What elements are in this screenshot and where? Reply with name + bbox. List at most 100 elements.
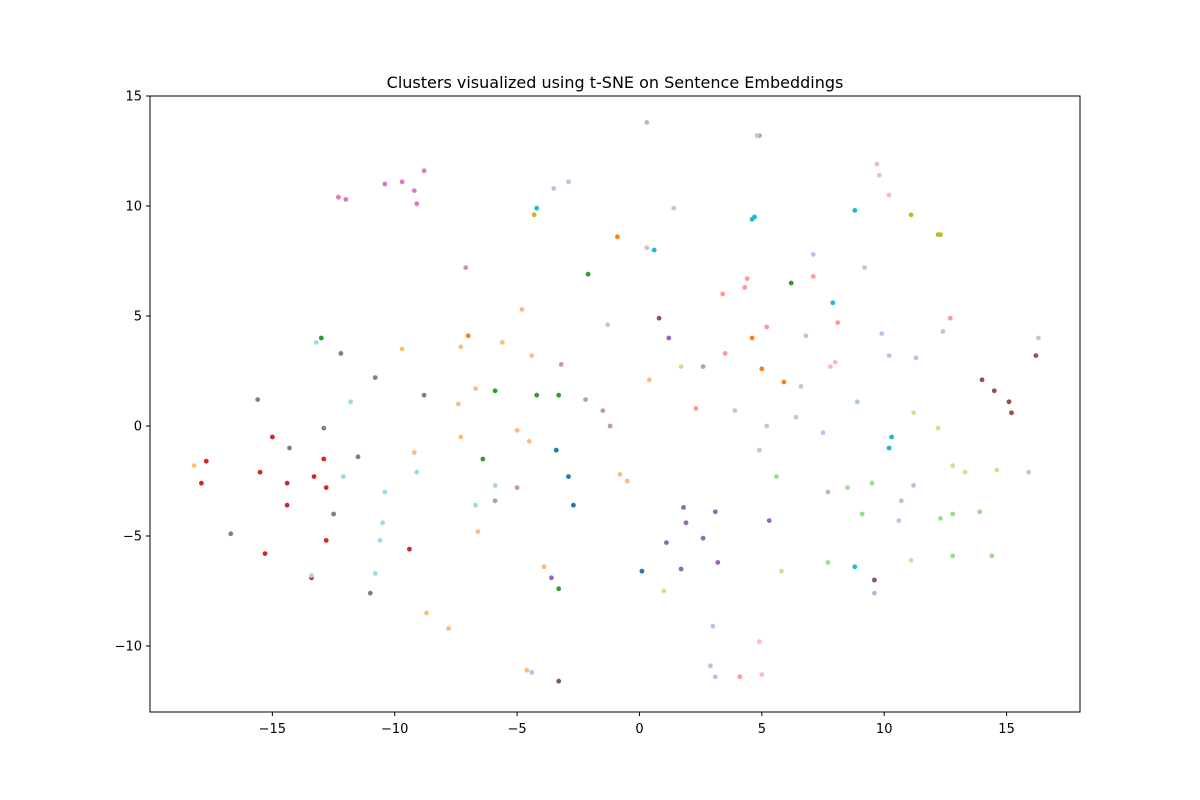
data-point [551,186,557,191]
data-point [845,485,850,490]
data-point [886,192,892,198]
data-point [825,560,831,565]
data-point [382,181,388,187]
data-point [1009,410,1014,416]
data-point [994,467,1000,473]
data-point [284,502,290,508]
data-point [529,353,535,358]
y-tick-label: −5 [123,530,142,545]
data-point [712,674,718,680]
data-point [835,320,841,325]
data-point [977,509,983,515]
data-points [191,120,1041,684]
data-point [615,234,620,240]
data-point [911,483,916,488]
data-point [526,439,532,444]
data-point [338,351,344,356]
data-point [372,375,378,380]
data-point [869,480,875,486]
data-point [908,557,914,563]
data-point [872,590,877,596]
x-tick-label: −15 [259,722,286,737]
data-point [531,212,537,218]
data-point [458,344,464,350]
data-point [651,247,657,253]
data-point [314,340,319,345]
data-point [678,364,684,369]
x-tick-label: 0 [635,722,643,737]
data-point [908,212,914,218]
data-point [991,388,997,394]
data-point [940,329,946,334]
data-point [309,573,314,578]
data-point [644,245,650,251]
data-point [886,353,892,358]
data-point [644,120,650,125]
data-point [950,463,956,468]
data-point [852,208,858,213]
data-point [693,406,699,411]
data-point [311,474,317,479]
data-point [742,285,748,290]
data-point [343,197,349,202]
data-point [492,388,498,394]
data-point [788,280,794,286]
data-point [754,133,760,139]
data-point [798,384,804,389]
data-point [737,674,743,680]
data-point [566,474,571,479]
data-point [585,271,591,277]
x-tick-label: 10 [876,722,893,737]
data-point [262,551,268,556]
data-point [793,414,799,420]
data-point [879,331,885,336]
data-point [710,623,716,629]
data-point [270,434,275,440]
data-point [556,586,562,592]
data-point [424,610,429,616]
data-point [962,469,968,475]
data-point [1033,353,1039,358]
data-point [553,447,559,453]
y-tick-label: 10 [125,200,142,215]
data-point [514,428,520,433]
data-point [950,553,956,559]
data-point [938,516,943,521]
data-point [774,474,779,479]
data-point [399,179,405,185]
data-point [664,540,669,545]
data-point [414,201,420,207]
data-point [380,520,385,526]
data-point [556,392,562,398]
data-point [683,520,689,526]
data-point [257,469,263,475]
data-point [830,300,836,306]
data-point [414,469,420,475]
data-point [228,531,234,537]
data-point [323,538,329,543]
data-point [646,377,652,383]
data-point [1026,469,1031,475]
y-tick-label: 5 [134,310,142,325]
data-point [889,434,894,440]
data-point [779,568,784,574]
data-point [407,546,412,552]
data-point [671,205,677,211]
data-point [558,362,564,367]
data-point [938,232,943,238]
data-point [766,518,772,523]
data-point [828,364,833,369]
data-point [191,463,197,468]
data-point [323,485,329,490]
data-point [712,509,718,515]
data-point [321,425,327,431]
data-point [874,161,880,167]
data-point [1006,399,1012,405]
data-point [607,423,613,429]
data-point [411,450,417,455]
data-point [566,179,571,185]
data-point [825,489,831,495]
data-point [529,670,535,675]
data-point [1036,335,1041,341]
data-point [781,379,787,385]
